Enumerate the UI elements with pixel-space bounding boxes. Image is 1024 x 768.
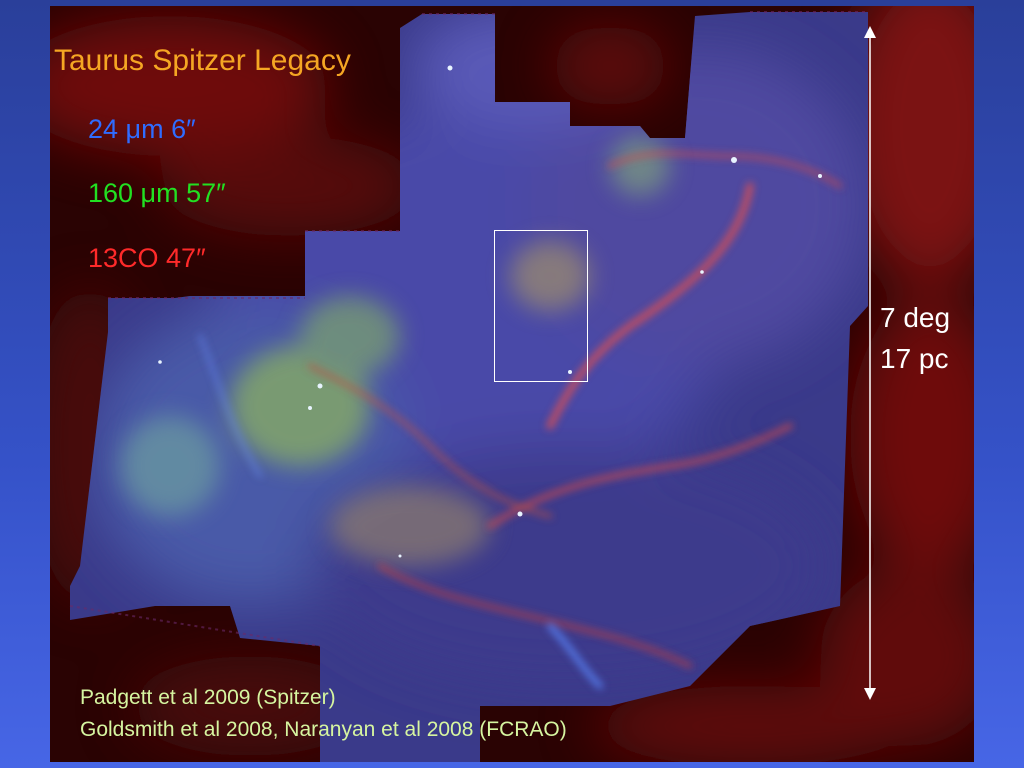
scale-angular-label: 7 deg <box>880 302 951 333</box>
band-label-24um: 24 μm 6″ <box>88 114 196 144</box>
region-box <box>494 230 588 382</box>
scale-bar <box>864 26 876 700</box>
astronomical-image: Taurus Spitzer Legacy 24 μm 6″ 160 μm 57… <box>50 6 974 762</box>
band-label-13co: 13CO 47″ <box>88 243 206 273</box>
band-label-160um: 160 μm 57″ <box>88 178 226 208</box>
reference-fcrao: Goldsmith et al 2008, Naranyan et al 200… <box>80 718 567 741</box>
scale-physical-label: 17 pc <box>880 343 949 374</box>
nebula-map <box>50 6 974 762</box>
image-title: Taurus Spitzer Legacy <box>54 44 351 77</box>
reference-spitzer: Padgett et al 2009 (Spitzer) <box>80 686 336 709</box>
